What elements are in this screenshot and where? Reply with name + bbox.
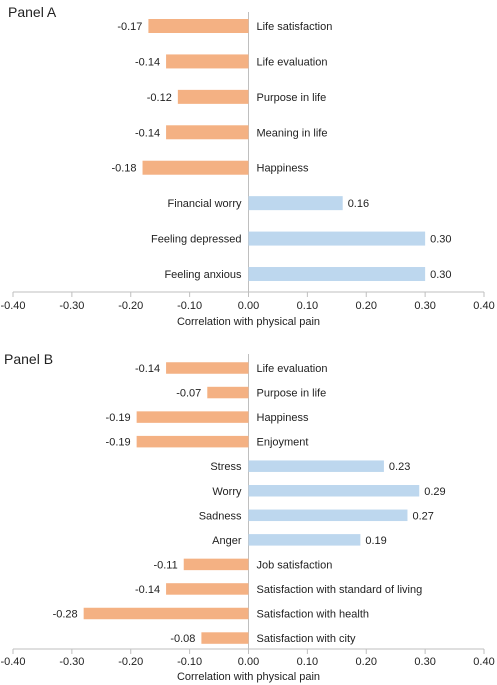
x-tick-label: 0.40 — [473, 300, 494, 312]
x-tick-label: -0.10 — [177, 300, 202, 312]
bar-life-satisfaction — [148, 19, 249, 33]
value-label-sadness: 0.27 — [412, 510, 433, 522]
value-label-anger: 0.19 — [365, 535, 386, 547]
value-label-worry: 0.29 — [424, 486, 445, 498]
bar-enjoyment — [136, 435, 249, 448]
panel-title: Panel A — [8, 4, 57, 20]
value-label-feeling-depressed: 0.30 — [430, 234, 451, 246]
x-tick-label: 0.10 — [297, 300, 318, 312]
value-label-meaning-in-life: -0.14 — [135, 127, 160, 139]
category-label-life-evaluation: Life evaluation — [257, 363, 328, 375]
bar-happiness — [136, 411, 249, 423]
value-label-purpose-in-life: -0.12 — [147, 92, 172, 104]
category-label-job-satisfaction: Job satisfaction — [257, 559, 333, 571]
bar-satisfaction-with-standard-of-living — [166, 583, 249, 595]
x-tick-label: -0.20 — [118, 656, 143, 668]
bar-satisfaction-with-health — [83, 607, 249, 620]
value-label-feeling-anxious: 0.30 — [430, 269, 451, 281]
x-tick-label: -0.40 — [0, 300, 25, 312]
value-label-enjoyment: -0.19 — [106, 437, 131, 449]
category-label-satisfaction-with-standard-of-living: Satisfaction with standard of living — [257, 584, 423, 596]
category-label-satisfaction-with-city: Satisfaction with city — [257, 633, 357, 645]
x-tick-label: 0.00 — [238, 300, 259, 312]
x-tick-label: 0.30 — [414, 656, 435, 668]
category-label-happiness: Happiness — [257, 412, 309, 424]
bar-worry — [248, 485, 420, 497]
category-label-purpose-in-life: Purpose in life — [257, 92, 327, 104]
value-label-job-satisfaction: -0.11 — [153, 559, 177, 571]
category-label-satisfaction-with-health: Satisfaction with health — [257, 609, 370, 621]
value-label-satisfaction-with-standard-of-living: -0.14 — [135, 584, 160, 596]
value-label-life-evaluation: -0.14 — [135, 56, 160, 68]
category-label-financial-worry: Financial worry — [168, 198, 242, 210]
category-label-happiness: Happiness — [257, 163, 309, 175]
bar-life-evaluation — [166, 54, 249, 69]
category-label-stress: Stress — [210, 461, 242, 473]
x-tick-label: 0.00 — [238, 656, 259, 668]
category-label-feeling-depressed: Feeling depressed — [151, 234, 242, 246]
x-tick-label: 0.20 — [356, 300, 377, 312]
category-label-worry: Worry — [212, 486, 242, 498]
x-axis-title: Correlation with physical pain — [177, 671, 320, 683]
x-axis-title: Correlation with physical pain — [177, 316, 320, 328]
x-tick-label: -0.20 — [118, 300, 143, 312]
category-label-feeling-anxious: Feeling anxious — [164, 269, 242, 281]
value-label-happiness: -0.18 — [111, 163, 136, 175]
bar-purpose-in-life — [177, 89, 249, 104]
category-label-anger: Anger — [212, 535, 242, 547]
x-tick-label: -0.10 — [177, 656, 202, 668]
panel-title: Panel B — [4, 351, 53, 367]
value-label-life-satisfaction: -0.17 — [117, 21, 142, 33]
bar-feeling-depressed — [248, 231, 426, 246]
category-label-purpose-in-life: Purpose in life — [257, 388, 327, 400]
x-tick-label: -0.30 — [59, 656, 84, 668]
x-tick-label: 0.10 — [297, 656, 318, 668]
value-label-happiness: -0.19 — [106, 412, 131, 424]
bar-meaning-in-life — [166, 125, 249, 140]
value-label-financial-worry: 0.16 — [348, 198, 369, 210]
bar-stress — [248, 460, 384, 472]
value-label-purpose-in-life: -0.07 — [176, 388, 201, 400]
x-tick-label: 0.30 — [414, 300, 435, 312]
bar-satisfaction-with-city — [201, 632, 249, 644]
panel-b: Panel B Life evaluation -0.14 Purpose in li… — [0, 351, 494, 683]
category-label-enjoyment: Enjoyment — [257, 437, 309, 449]
x-tick-label: 0.40 — [473, 656, 494, 668]
bar-purpose-in-life — [207, 386, 249, 399]
bar-financial-worry — [248, 196, 343, 211]
x-tick-label: 0.20 — [356, 656, 377, 668]
panel-a: Panel A Life satisfaction -0.17 Life evalua… — [0, 4, 494, 328]
x-tick-label: -0.30 — [59, 300, 84, 312]
bar-anger — [248, 534, 361, 546]
value-label-satisfaction-with-health: -0.28 — [53, 609, 78, 621]
value-label-life-evaluation: -0.14 — [135, 363, 160, 375]
bar-life-evaluation — [166, 362, 249, 374]
bar-feeling-anxious — [248, 267, 426, 282]
category-label-life-evaluation: Life evaluation — [257, 56, 328, 68]
bar-happiness — [142, 160, 249, 175]
value-label-stress: 0.23 — [389, 461, 410, 473]
bar-sadness — [248, 509, 408, 522]
value-label-satisfaction-with-city: -0.08 — [170, 633, 195, 645]
category-label-life-satisfaction: Life satisfaction — [257, 21, 333, 33]
category-label-sadness: Sadness — [199, 510, 242, 522]
category-label-meaning-in-life: Meaning in life — [257, 127, 328, 139]
x-tick-label: -0.40 — [0, 656, 25, 668]
bar-job-satisfaction — [183, 558, 249, 571]
